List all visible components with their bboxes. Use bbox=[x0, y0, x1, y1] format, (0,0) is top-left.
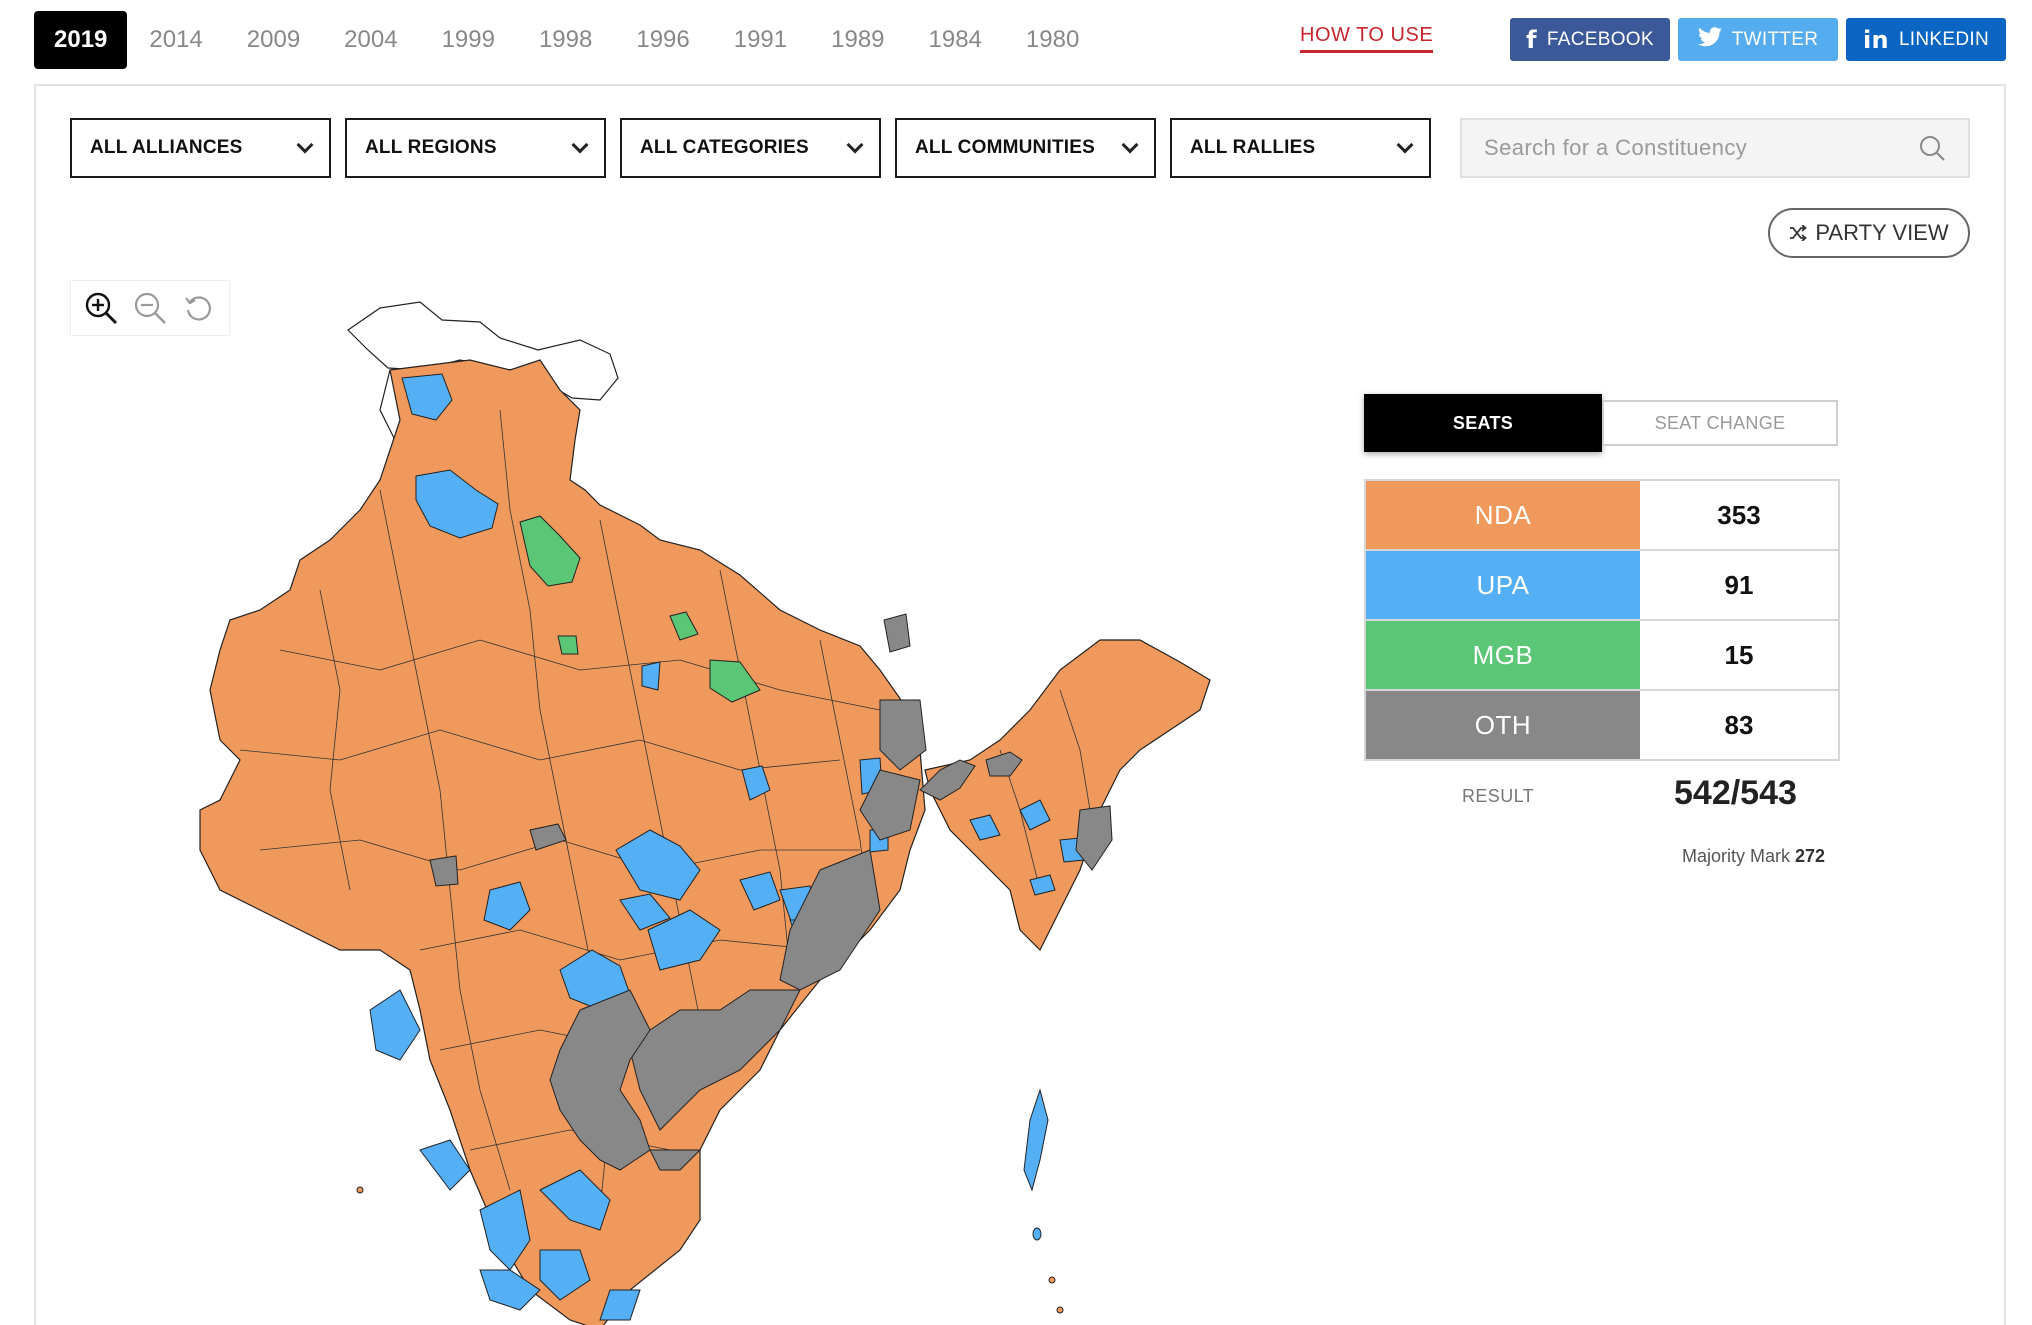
majority-mark-value: 272 bbox=[1795, 846, 1826, 866]
year-tab-1989[interactable]: 1989 bbox=[831, 26, 885, 53]
alliances-dropdown-label: ALL ALLIANCES bbox=[90, 137, 243, 158]
alliance-seat-table: NDA 353 UPA 91 MGB 15 OTH 83 bbox=[1364, 479, 1840, 761]
table-row-upa[interactable]: UPA 91 bbox=[1366, 551, 1838, 621]
map-region-mainland[interactable] bbox=[199, 359, 926, 1325]
chevron-down-icon bbox=[571, 136, 589, 154]
reset-icon[interactable] bbox=[181, 290, 217, 326]
alliance-seats-mgb: 15 bbox=[1640, 621, 1838, 689]
twitter-share-button[interactable]: TWITTER bbox=[1678, 18, 1838, 61]
map-upa-constituencies[interactable] bbox=[369, 373, 1085, 1321]
facebook-icon: f bbox=[1526, 25, 1537, 54]
regions-dropdown[interactable]: ALL REGIONS bbox=[345, 118, 606, 178]
categories-dropdown-label: ALL CATEGORIES bbox=[640, 137, 809, 158]
rallies-dropdown[interactable]: ALL RALLIES bbox=[1170, 118, 1431, 178]
facebook-label: FACEBOOK bbox=[1546, 28, 1654, 50]
twitter-label: TWITTER bbox=[1731, 28, 1819, 50]
alliance-label-oth: OTH bbox=[1366, 691, 1640, 759]
india-constituency-map[interactable] bbox=[180, 290, 1220, 1325]
year-tab-1996[interactable]: 1996 bbox=[636, 26, 690, 53]
tab-seat-change[interactable]: SEAT CHANGE bbox=[1602, 400, 1838, 446]
map-mgb-constituencies[interactable] bbox=[519, 515, 761, 703]
communities-dropdown[interactable]: ALL COMMUNITIES bbox=[895, 118, 1156, 178]
linkedin-share-button[interactable]: in LINKEDIN bbox=[1846, 18, 2006, 61]
year-tab-1984[interactable]: 1984 bbox=[928, 26, 982, 53]
constituency-search bbox=[1460, 118, 1970, 178]
map-region-northeast[interactable] bbox=[924, 639, 1211, 952]
chevron-down-icon bbox=[296, 136, 314, 154]
year-tab-2004[interactable]: 2004 bbox=[344, 26, 398, 53]
map-oth-constituencies[interactable] bbox=[429, 613, 1113, 1171]
map-islands bbox=[356, 1186, 1064, 1314]
facebook-share-button[interactable]: f FACEBOOK bbox=[1510, 18, 1670, 61]
stats-tabs: SEATS SEAT CHANGE bbox=[1364, 394, 1838, 452]
chevron-down-icon bbox=[1396, 136, 1414, 154]
party-view-label: PARTY VIEW bbox=[1815, 220, 1949, 245]
tab-seats[interactable]: SEATS bbox=[1364, 394, 1602, 452]
year-tab-1998[interactable]: 1998 bbox=[538, 26, 593, 53]
alliances-dropdown[interactable]: ALL ALLIANCES bbox=[70, 118, 331, 178]
party-view-button[interactable]: PARTY VIEW bbox=[1768, 208, 1970, 258]
shuffle-icon bbox=[1790, 225, 1808, 241]
alliance-seats-nda: 353 bbox=[1640, 481, 1838, 549]
election-map-panel bbox=[34, 84, 2006, 1325]
year-selector: 2019 2014 2009 2004 1999 1998 1996 1991 … bbox=[34, 11, 1101, 69]
linkedin-label: LINKEDIN bbox=[1898, 28, 1989, 50]
communities-dropdown-label: ALL COMMUNITIES bbox=[915, 137, 1095, 158]
chevron-down-icon bbox=[1121, 136, 1139, 154]
result-value: 542/543 bbox=[1674, 774, 1797, 812]
year-tab-2014[interactable]: 2014 bbox=[149, 26, 203, 53]
alliance-label-nda: NDA bbox=[1366, 481, 1640, 549]
constituency-search-input[interactable] bbox=[1484, 135, 1918, 161]
how-to-use-link[interactable]: HOW TO USE bbox=[1300, 24, 1434, 53]
year-tab-1980[interactable]: 1980 bbox=[1025, 26, 1080, 53]
twitter-icon bbox=[1697, 26, 1722, 53]
categories-dropdown[interactable]: ALL CATEGORIES bbox=[620, 118, 881, 178]
alliance-seats-upa: 91 bbox=[1640, 551, 1838, 619]
search-icon[interactable] bbox=[1918, 134, 1946, 162]
table-row-oth[interactable]: OTH 83 bbox=[1366, 691, 1838, 761]
majority-mark-label: Majority Mark bbox=[1682, 846, 1791, 866]
year-tab-2009[interactable]: 2009 bbox=[246, 26, 301, 53]
result-label: RESULT bbox=[1462, 786, 1535, 806]
zoom-out-icon[interactable] bbox=[132, 290, 168, 326]
zoom-in-icon[interactable] bbox=[83, 290, 119, 326]
table-row-nda[interactable]: NDA 353 bbox=[1366, 481, 1838, 551]
year-tab-2019[interactable]: 2019 bbox=[34, 11, 128, 69]
alliance-seats-oth: 83 bbox=[1640, 691, 1838, 759]
year-tab-1991[interactable]: 1991 bbox=[733, 26, 788, 53]
table-row-mgb[interactable]: MGB 15 bbox=[1366, 621, 1838, 691]
rallies-dropdown-label: ALL RALLIES bbox=[1190, 137, 1316, 158]
linkedin-icon: in bbox=[1863, 25, 1889, 54]
alliance-label-upa: UPA bbox=[1366, 551, 1640, 619]
year-tab-1999[interactable]: 1999 bbox=[441, 26, 495, 53]
alliance-label-mgb: MGB bbox=[1366, 621, 1640, 689]
majority-mark: Majority Mark 272 bbox=[1682, 846, 1825, 867]
chevron-down-icon bbox=[846, 136, 864, 154]
regions-dropdown-label: ALL REGIONS bbox=[365, 137, 497, 158]
map-zoom-controls bbox=[70, 280, 230, 336]
